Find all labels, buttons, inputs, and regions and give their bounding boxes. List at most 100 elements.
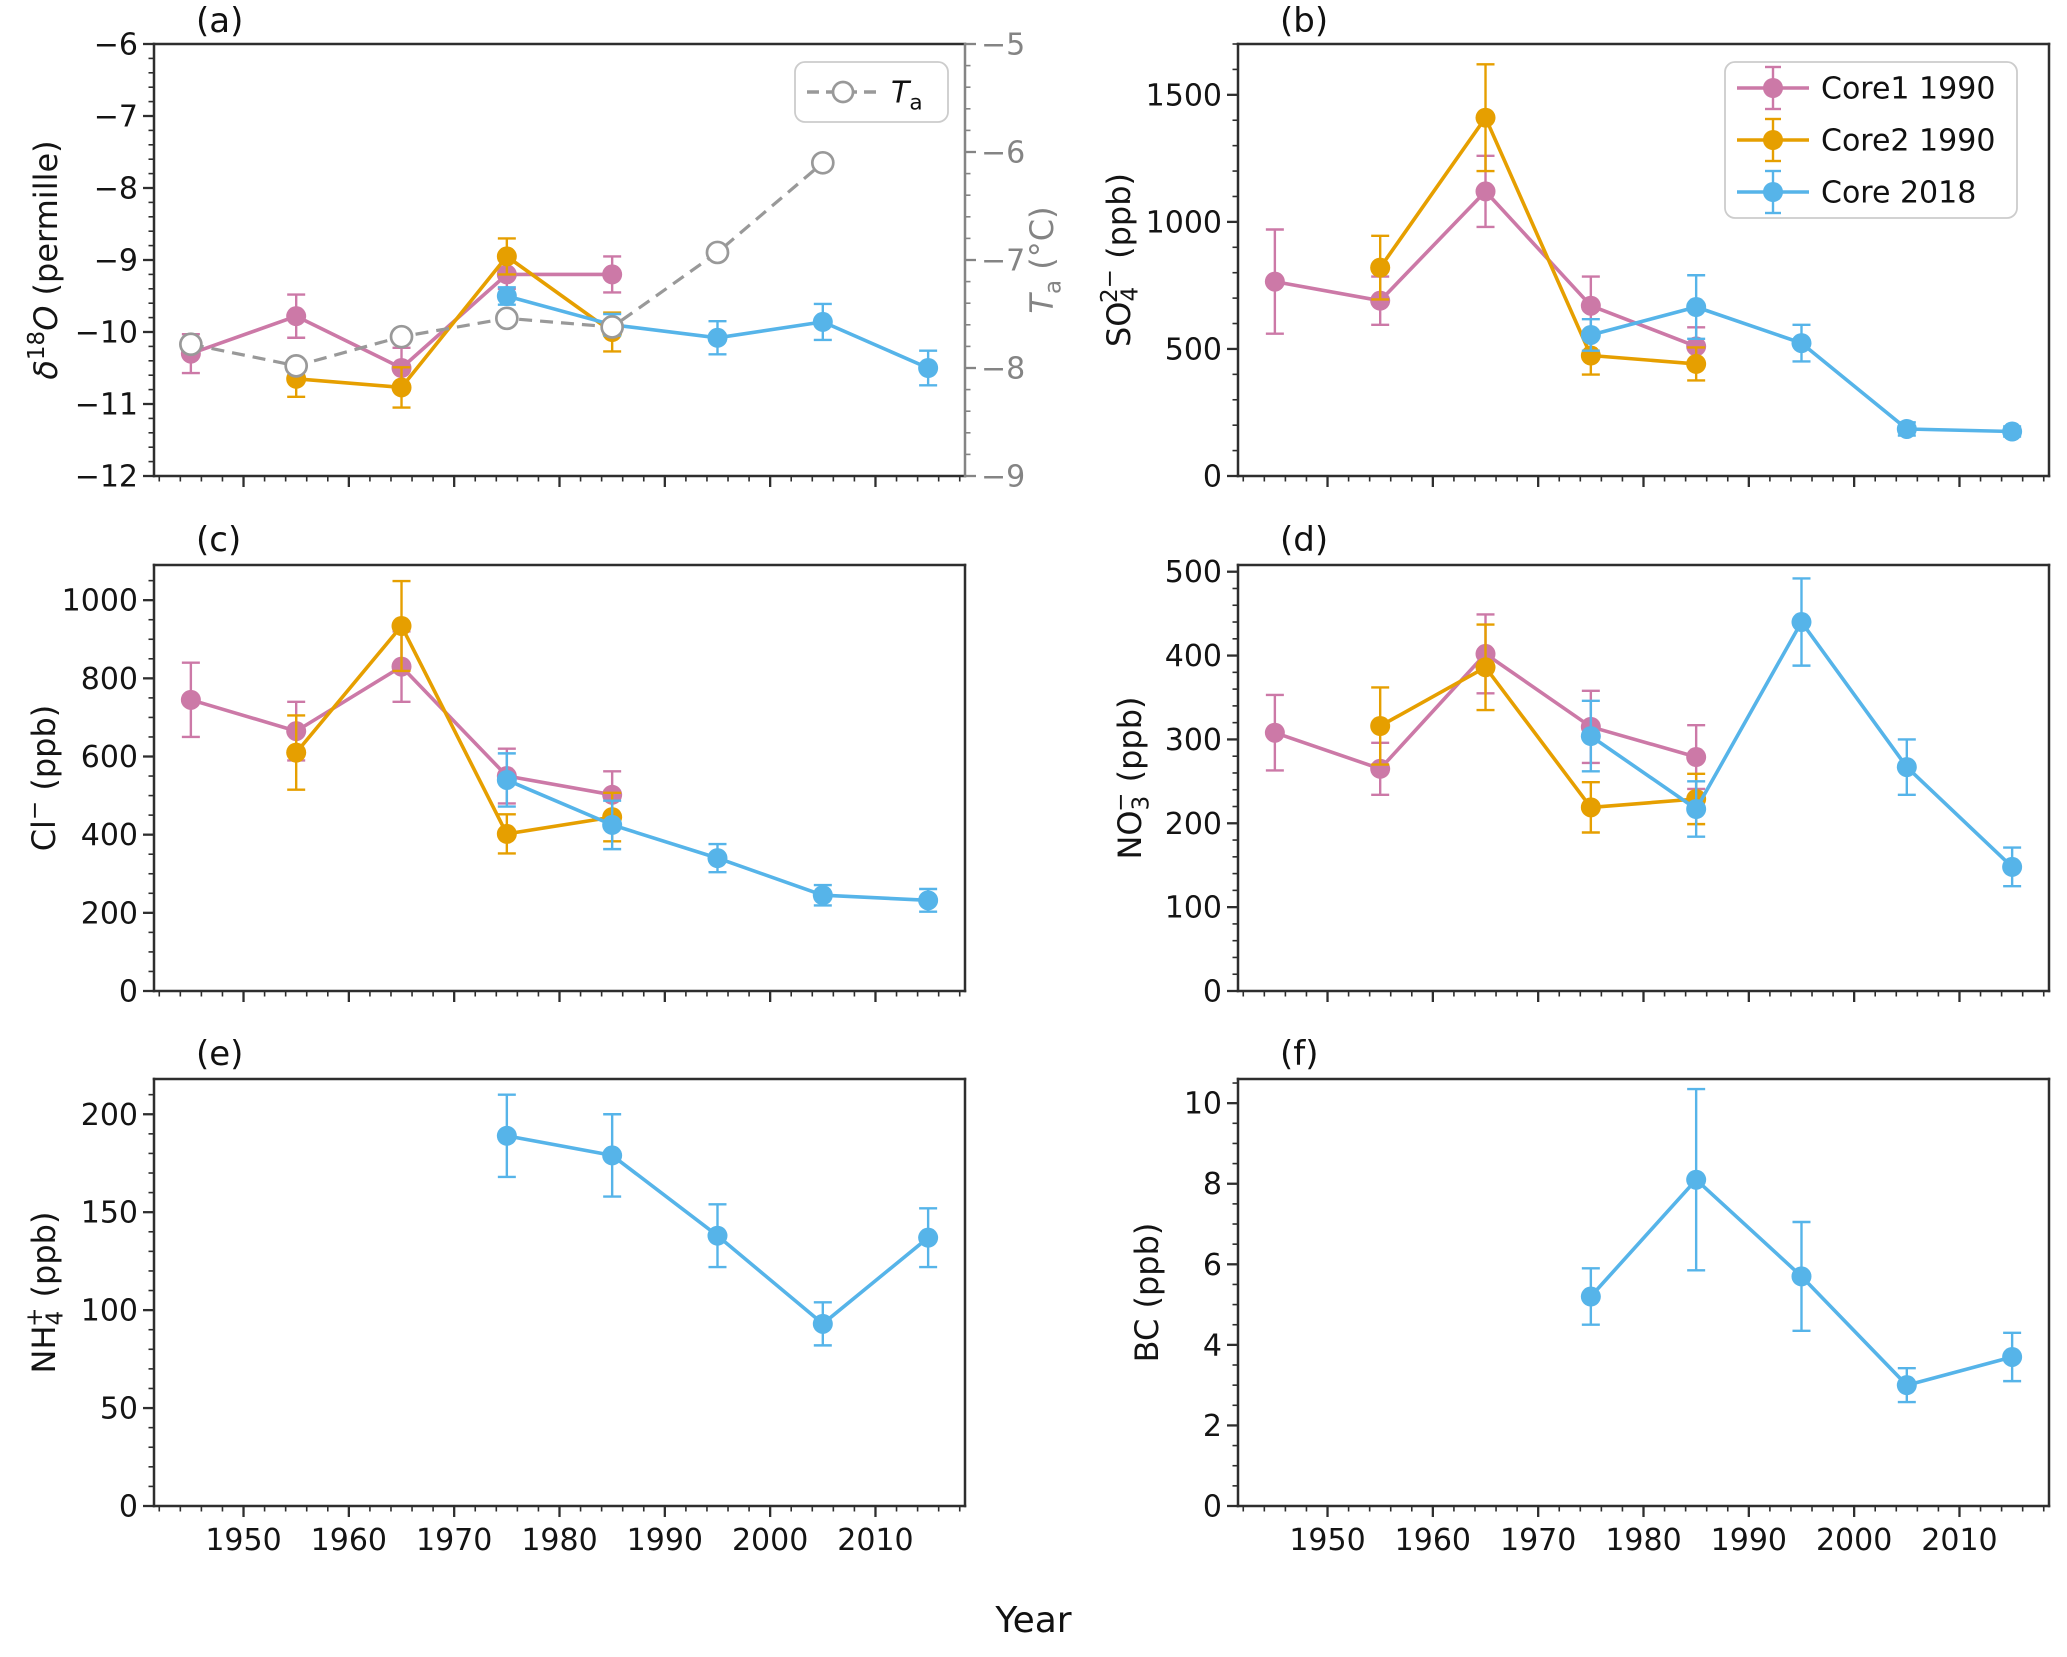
svg-text:1970: 1970: [416, 1523, 492, 1558]
legend-marker: [1763, 78, 1783, 98]
data-point-marker: [1475, 107, 1496, 128]
panel-e-tick-labels: 0 50 100 150 200 1950 1960 1970 1980 1990 2000 2010: [81, 1098, 914, 1558]
data-point-marker: [810, 150, 835, 175]
data-point-marker: [705, 240, 730, 265]
series-core-2018-errorbars: [1581, 1087, 2022, 1404]
data-point-marker: [1580, 726, 1601, 747]
series-core-2018-errorbars: [1581, 274, 2022, 438]
panel-b-tick-labels: 0 500 1000 1500: [1146, 78, 1222, 494]
panel-e: 0 50 100 150 200 1950 1960 1970 1980 1990 2000 2010…: [22, 1077, 967, 1558]
series-core-2018: [1580, 577, 2023, 888]
legend-entry-core-2018: Core 2018: [1737, 169, 1976, 215]
series-core2-1990: [286, 579, 623, 855]
series-core-2018-errorbars: [497, 1093, 938, 1347]
data-point-marker: [496, 769, 517, 790]
data-point-marker: [1580, 1286, 1601, 1307]
svg-text:0: 0: [1203, 1490, 1222, 1525]
svg-text:2: 2: [1203, 1409, 1222, 1444]
legend-box: [1724, 61, 2018, 219]
series-core2-1990: [1370, 623, 1707, 834]
svg-text:1990: 1990: [627, 1523, 703, 1558]
panel-a-legend: Ta: [794, 61, 949, 123]
data-point-marker: [1475, 657, 1496, 678]
svg-text:1980: 1980: [521, 1523, 597, 1558]
data-point-marker: [707, 327, 728, 348]
data-point-marker: [286, 742, 307, 763]
data-point-marker: [179, 332, 203, 357]
panel-a-right-axis: −9 −8 −7 −6 −5 Ta (°C): [965, 28, 1067, 495]
series-line: [506, 778, 929, 903]
svg-text:800: 800: [81, 662, 138, 697]
data-point-marker: [2002, 421, 2023, 442]
panel-d: 0 100 200 300 400 500 NO3− (ppb): [1108, 555, 2051, 1010]
svg-text:400: 400: [1165, 639, 1222, 674]
data-point-marker: [602, 814, 623, 835]
svg-text:1960: 1960: [311, 1523, 387, 1558]
series-line: [1378, 115, 1697, 366]
data-point-marker: [1580, 295, 1601, 316]
svg-text:500: 500: [1165, 555, 1222, 590]
svg-text:1960: 1960: [1395, 1523, 1471, 1558]
data-point-marker: [1686, 747, 1707, 768]
series-line: [294, 624, 613, 836]
legend-marker: [1763, 182, 1783, 202]
svg-text:2010: 2010: [1921, 1523, 1997, 1558]
y-axis-label-f: BC (ppb): [1128, 1223, 1166, 1363]
data-point-marker: [2002, 856, 2023, 877]
series-core-2018-errorbars: [497, 752, 938, 913]
panel-b-ticks: [1227, 43, 2045, 487]
svg-text:1950: 1950: [205, 1523, 281, 1558]
svg-text:0: 0: [1203, 460, 1222, 495]
y-axis-label-c: Cl− (ppb): [22, 705, 63, 852]
svg-text:1000: 1000: [1146, 205, 1222, 240]
panel-c-tick-labels: 0 200 400 600 800 1000: [62, 584, 138, 1010]
data-point-marker: [2002, 1346, 2023, 1367]
data-point-marker: [1580, 324, 1601, 345]
y-axis-label-b: SO42− (ppb): [1097, 173, 1144, 347]
panel-f: 0 2 4 6 8 10 1950 1960 1970 1980 1990 2000 2010 BC (p…: [1128, 1077, 2051, 1558]
y-axis-label-e: NH4+ (ppb): [22, 1212, 69, 1374]
data-point-marker: [707, 1225, 728, 1246]
panel-label-b: (b): [1280, 1, 1329, 41]
svg-text:1980: 1980: [1605, 1523, 1681, 1558]
panel-f-tick-labels: 0 2 4 6 8 10 1950 1960 1970 1980 1990 2000 2010: [1184, 1087, 1998, 1558]
svg-text:150: 150: [81, 1196, 138, 1231]
panel-label-e: (e): [196, 1034, 244, 1074]
panel-c-ticks: [143, 579, 961, 1002]
data-point-marker: [496, 286, 517, 306]
svg-text:Core1 1990: Core1 1990: [1821, 72, 1995, 107]
svg-text:0: 0: [119, 1490, 138, 1525]
svg-text:4: 4: [1203, 1328, 1222, 1363]
svg-text:2000: 2000: [1816, 1523, 1892, 1558]
svg-text:−8: −8: [981, 352, 1025, 387]
data-point-marker: [389, 324, 414, 349]
data-point-marker: [602, 264, 623, 285]
panel-label-f: (f): [1280, 1034, 1319, 1074]
panel-d-spines: [1236, 563, 2051, 993]
data-point-marker: [391, 377, 412, 398]
data-point-marker: [1264, 271, 1285, 292]
legend-marker: [831, 80, 855, 104]
svg-text:10: 10: [1184, 1087, 1222, 1122]
svg-text:−7: −7: [94, 100, 138, 135]
svg-text:50: 50: [100, 1392, 138, 1427]
series-core-2018: [496, 286, 939, 387]
data-point-marker: [1896, 1375, 1917, 1396]
data-point-marker: [391, 615, 412, 636]
series-core-2018: [496, 1093, 939, 1347]
panel-f-spines: [1236, 1077, 2051, 1508]
panel-d-tick-labels: 0 100 200 300 400 500: [1165, 555, 1222, 1009]
series-core2-1990: [1370, 63, 1707, 382]
data-point-marker: [918, 358, 939, 378]
svg-text:100: 100: [1165, 891, 1222, 926]
panel-a: −12 −11 −10 −9 −8 −7 −6 δ18O (permille) −9 −8 −7 −6…: [24, 28, 1067, 495]
svg-text:1970: 1970: [1500, 1523, 1576, 1558]
svg-text:1000: 1000: [62, 584, 138, 619]
series-line: [296, 254, 614, 390]
svg-text:100: 100: [81, 1294, 138, 1329]
series-core-2018: [1580, 274, 2023, 442]
panel-f-ticks: [1227, 1082, 2045, 1517]
data-point-marker: [1370, 716, 1391, 737]
data-point-marker: [1791, 333, 1812, 354]
